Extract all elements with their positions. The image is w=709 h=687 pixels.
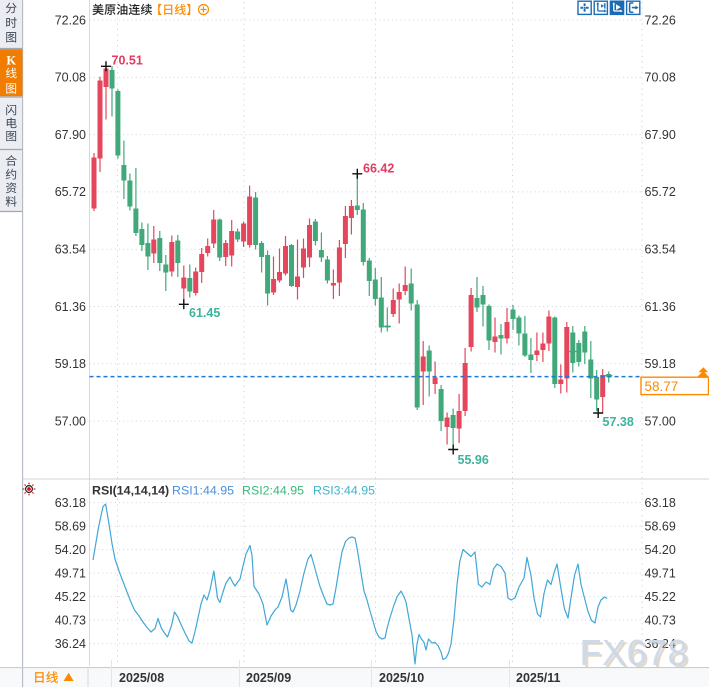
svg-text:57.38: 57.38: [603, 415, 634, 429]
svg-text:40.73: 40.73: [55, 613, 86, 627]
svg-text:72.26: 72.26: [55, 13, 86, 27]
svg-text:49.71: 49.71: [55, 566, 86, 580]
svg-text:65.72: 65.72: [645, 185, 676, 199]
svg-text:RSI1:44.95: RSI1:44.95: [172, 484, 234, 498]
svg-text:2025/11: 2025/11: [516, 671, 561, 685]
svg-text:58.69: 58.69: [55, 519, 86, 533]
svg-text:2025/10: 2025/10: [379, 671, 424, 685]
svg-text:63.54: 63.54: [645, 243, 676, 257]
svg-text:57.00: 57.00: [55, 414, 86, 428]
svg-text:61.36: 61.36: [55, 300, 86, 314]
svg-text:K: K: [6, 53, 16, 67]
svg-text:59.18: 59.18: [55, 357, 86, 371]
svg-text:49.71: 49.71: [645, 566, 676, 580]
svg-text:65.72: 65.72: [55, 185, 86, 199]
svg-text:59.18: 59.18: [645, 357, 676, 371]
svg-text:FX678: FX678: [582, 634, 691, 675]
svg-text:72.26: 72.26: [645, 13, 676, 27]
svg-text:40.73: 40.73: [645, 613, 676, 627]
svg-text:RSI(14,14,14): RSI(14,14,14): [92, 484, 169, 498]
svg-text:55.96: 55.96: [458, 453, 489, 467]
svg-text:70.08: 70.08: [55, 71, 86, 85]
svg-text:57.00: 57.00: [645, 414, 676, 428]
svg-text:2025/08: 2025/08: [119, 671, 164, 685]
svg-text:63.18: 63.18: [645, 496, 676, 510]
svg-text:45.22: 45.22: [55, 590, 86, 604]
svg-text:67.90: 67.90: [55, 128, 86, 142]
svg-text:61.45: 61.45: [189, 306, 220, 320]
svg-text:58.77: 58.77: [645, 379, 679, 394]
svg-text:2025/09: 2025/09: [246, 671, 291, 685]
svg-text:54.20: 54.20: [55, 543, 86, 557]
svg-text:RSI3:44.95: RSI3:44.95: [313, 484, 375, 498]
svg-text:FX678: FX678: [580, 632, 689, 673]
svg-text:67.90: 67.90: [645, 128, 676, 142]
svg-text:70.08: 70.08: [645, 71, 676, 85]
svg-text:66.42: 66.42: [363, 162, 394, 176]
svg-text:70.51: 70.51: [112, 54, 143, 68]
svg-text:54.20: 54.20: [645, 543, 676, 557]
svg-text:RSI2:44.95: RSI2:44.95: [242, 484, 304, 498]
svg-text:45.22: 45.22: [645, 590, 676, 604]
svg-text:63.54: 63.54: [55, 243, 86, 257]
svg-text:61.36: 61.36: [645, 300, 676, 314]
svg-text:36.24: 36.24: [55, 637, 86, 651]
svg-text:58.69: 58.69: [645, 519, 676, 533]
svg-text:63.18: 63.18: [55, 496, 86, 510]
svg-text:36.24: 36.24: [645, 637, 676, 651]
